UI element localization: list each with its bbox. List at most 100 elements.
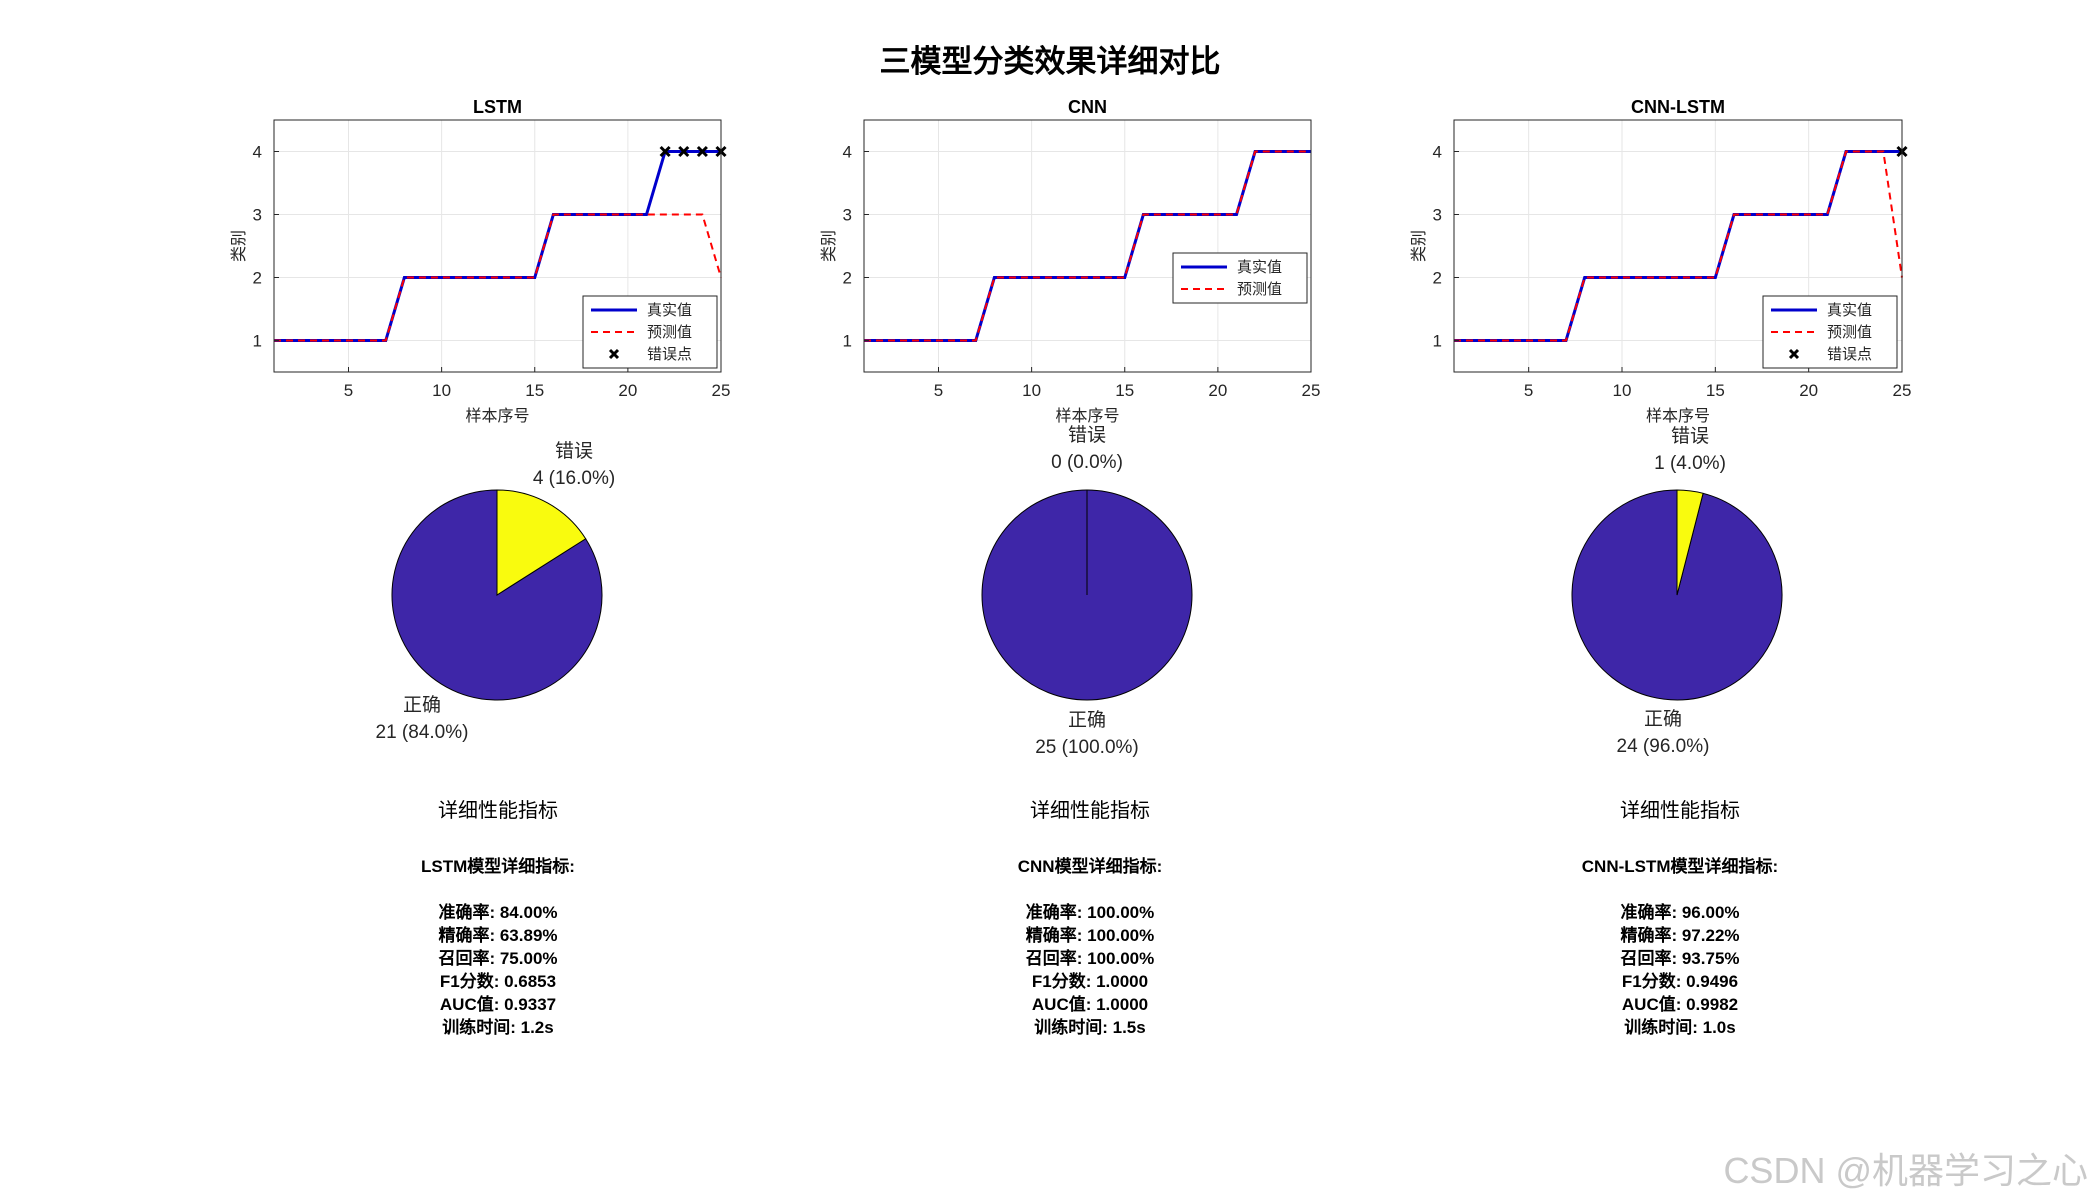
y-tick-label: 2 bbox=[843, 269, 852, 288]
metric-precision: 精确率: 100.00% bbox=[1025, 926, 1155, 945]
x-tick-label: 10 bbox=[432, 381, 451, 400]
metrics-header: CNN-LSTM模型详细指标: bbox=[1581, 857, 1779, 876]
y-tick-label: 4 bbox=[1433, 143, 1442, 162]
predicted-series-line bbox=[274, 213, 722, 342]
metrics-header: LSTM模型详细指标: bbox=[421, 857, 575, 876]
metric-f1: F1分数: 1.0000 bbox=[1031, 972, 1149, 991]
figure-title: 三模型分类效果详细对比 bbox=[879, 44, 1221, 80]
chart-title: CNN-LSTM bbox=[1631, 97, 1725, 117]
legend-label: 错误点 bbox=[647, 345, 692, 363]
predicted-series-line bbox=[1454, 150, 1903, 342]
watermark: CSDN @机器学习之心 bbox=[1723, 1150, 2088, 1191]
y-axis-label: 类别 bbox=[1409, 230, 1428, 262]
metrics-block-lstm: LSTM模型详细指标: 准确率: 84.00% 精确率: 63.89% 召回率:… bbox=[278, 855, 718, 1039]
metric-accuracy: 准确率: 100.00% bbox=[1025, 903, 1155, 922]
legend-marker-icon bbox=[608, 348, 620, 360]
metric-accuracy: 准确率: 96.00% bbox=[1620, 903, 1740, 922]
pie-label-error: 错误 bbox=[555, 440, 593, 462]
pie-chart-cnn-lstm: 错误 1 (4.0%) 正确 24 (96.0%) bbox=[1571, 425, 1783, 757]
pie-chart-cnn: 错误 0 (0.0%) 正确 25 (100.0%) bbox=[981, 424, 1193, 758]
legend-label: 真实值 bbox=[1827, 301, 1872, 319]
pie-value-correct: 24 (96.0%) bbox=[1617, 736, 1710, 757]
pie-slice-correct bbox=[391, 489, 603, 701]
x-tick-label: 20 bbox=[618, 381, 637, 400]
pie-label-error: 错误 bbox=[1068, 424, 1106, 446]
legend-label: 预测值 bbox=[1237, 280, 1282, 298]
x-axis-label: 样本序号 bbox=[1646, 406, 1710, 425]
pie-label-correct: 正确 bbox=[1644, 708, 1682, 730]
axes-box bbox=[863, 119, 1312, 373]
y-axis-label: 类别 bbox=[819, 230, 838, 262]
chart-title: CNN bbox=[1068, 97, 1107, 117]
pie-label-correct: 正确 bbox=[403, 694, 441, 716]
metrics-title-cnn: 详细性能指标 bbox=[1030, 798, 1150, 822]
x-axis-label: 样本序号 bbox=[1055, 406, 1119, 425]
pie-label-error: 错误 bbox=[1671, 425, 1709, 447]
metric-train-time: 训练时间: 1.2s bbox=[442, 1018, 554, 1037]
x-tick-label: 5 bbox=[934, 381, 943, 400]
legend-label: 预测值 bbox=[647, 323, 692, 341]
pie-value-error: 1 (4.0%) bbox=[1654, 453, 1726, 474]
pie-label-correct: 正确 bbox=[1068, 709, 1106, 731]
pie-chart-lstm: 错误 4 (16.0%) 正确 21 (84.0%) bbox=[376, 440, 616, 743]
metrics-title-lstm: 详细性能指标 bbox=[438, 798, 558, 822]
x-tick-label: 15 bbox=[1706, 381, 1725, 400]
pie-slice-error bbox=[496, 489, 587, 596]
metric-auc: AUC值: 1.0000 bbox=[1031, 995, 1149, 1014]
pie-value-correct: 25 (100.0%) bbox=[1035, 737, 1139, 758]
x-tick-label: 5 bbox=[1524, 381, 1533, 400]
legend-label: 错误点 bbox=[1827, 345, 1872, 363]
y-tick-label: 1 bbox=[843, 332, 852, 351]
metric-train-time: 训练时间: 1.0s bbox=[1624, 1018, 1736, 1037]
metric-precision: 精确率: 63.89% bbox=[438, 926, 558, 945]
metric-train-time: 训练时间: 1.5s bbox=[1034, 1018, 1146, 1037]
error-point-stroke bbox=[678, 145, 690, 158]
pie-value-correct: 21 (84.0%) bbox=[376, 722, 469, 743]
error-point-stroke bbox=[696, 145, 708, 158]
legend-label: 真实值 bbox=[1237, 258, 1282, 276]
metric-auc: AUC值: 0.9337 bbox=[439, 995, 557, 1014]
y-tick-label: 1 bbox=[253, 332, 262, 351]
legend-box bbox=[1172, 252, 1308, 304]
metric-auc: AUC值: 0.9982 bbox=[1621, 995, 1739, 1014]
y-tick-label: 3 bbox=[1433, 206, 1442, 225]
x-tick-label: 15 bbox=[1115, 381, 1134, 400]
metric-recall: 召回率: 93.75% bbox=[1620, 949, 1740, 968]
legend-label: 真实值 bbox=[647, 301, 692, 319]
y-tick-label: 2 bbox=[253, 269, 262, 288]
pie-value-error: 0 (0.0%) bbox=[1051, 452, 1123, 473]
y-tick-label: 1 bbox=[1433, 332, 1442, 351]
axes-box bbox=[273, 119, 722, 373]
chart-title: LSTM bbox=[473, 97, 522, 117]
legend-marker-icon bbox=[1788, 348, 1800, 360]
metric-precision: 精确率: 97.22% bbox=[1620, 926, 1740, 945]
error-point-marker bbox=[659, 145, 671, 158]
x-tick-label: 10 bbox=[1613, 381, 1632, 400]
metrics-block-cnn-lstm: CNN-LSTM模型详细指标: 准确率: 96.00% 精确率: 97.22% … bbox=[1460, 855, 1900, 1039]
error-point-marker bbox=[678, 145, 690, 158]
metric-recall: 召回率: 75.00% bbox=[438, 949, 558, 968]
pie-slice-error bbox=[1676, 489, 1704, 596]
x-tick-label: 5 bbox=[344, 381, 353, 400]
y-tick-label: 3 bbox=[843, 206, 852, 225]
legend-label: 预测值 bbox=[1827, 323, 1872, 341]
metric-recall: 召回率: 100.00% bbox=[1025, 949, 1155, 968]
x-tick-label: 10 bbox=[1022, 381, 1041, 400]
metric-f1: F1分数: 0.9496 bbox=[1621, 972, 1739, 991]
predicted-series-line bbox=[864, 150, 1311, 342]
metric-f1: F1分数: 0.6853 bbox=[439, 972, 557, 991]
x-tick-label: 25 bbox=[712, 381, 731, 400]
x-tick-label: 25 bbox=[1893, 381, 1912, 400]
plot-area bbox=[864, 120, 1311, 372]
x-tick-label: 20 bbox=[1208, 381, 1227, 400]
y-axis-label: 类别 bbox=[229, 230, 248, 262]
y-tick-label: 3 bbox=[253, 206, 262, 225]
metrics-header: CNN模型详细指标: bbox=[1017, 857, 1163, 876]
